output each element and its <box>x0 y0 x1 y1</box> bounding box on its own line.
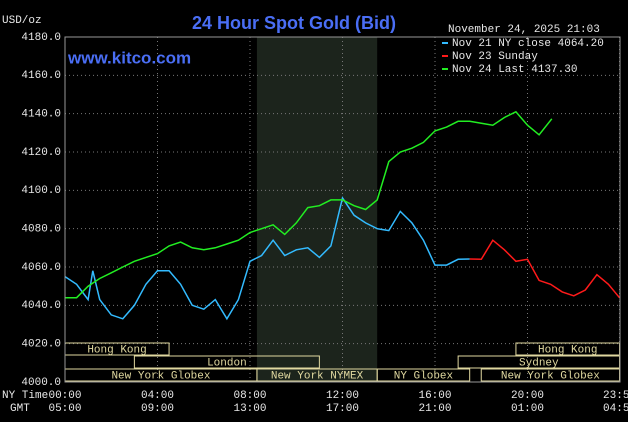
session-label: Hong Kong <box>538 344 597 356</box>
x2-tick-label: 05:00 <box>48 403 81 415</box>
x2-tick-label: 09:00 <box>141 403 174 415</box>
y-tick-label: 4000.0 <box>21 377 61 389</box>
x2-tick-label: 21:00 <box>418 403 451 415</box>
session-bar <box>376 368 471 382</box>
price-line <box>64 196 470 321</box>
session-label: NY Globex <box>394 370 454 382</box>
y-tick-label: 4060.0 <box>21 262 61 274</box>
session-shade <box>256 37 378 382</box>
session-label: New York NYMEX <box>271 370 364 382</box>
session-label: London <box>207 357 247 369</box>
timestamp: November 24, 2025 21:03 <box>448 24 600 36</box>
legend-label: Nov 21 NY close 4064.20 <box>452 38 604 50</box>
x-tick-label: 00:00 <box>48 390 81 402</box>
y-tick-label: 4160.0 <box>21 70 61 82</box>
x2-axis-label: GMT <box>10 403 30 415</box>
x-tick-label: 08:00 <box>233 390 266 402</box>
x2-tick-label: 01:00 <box>511 403 544 415</box>
session-label: Sydney <box>519 357 559 369</box>
x-tick-label: 04:00 <box>141 390 174 402</box>
shade-layer <box>256 37 378 382</box>
line-layer <box>64 110 621 321</box>
x2-tick-label: 04:59 <box>603 403 628 415</box>
legend-label: Nov 23 Sunday <box>452 51 538 63</box>
price-line <box>65 110 553 299</box>
x2-tick-label: 13:00 <box>233 403 266 415</box>
session-label: Hong Kong <box>87 344 146 356</box>
x-tick-label: 23:59 <box>603 390 628 402</box>
session-label: New York Globex <box>111 370 210 382</box>
x-tick-label: 16:00 <box>418 390 451 402</box>
x-axis-label: NY Time <box>2 390 48 402</box>
y-tick-label: 4120.0 <box>21 147 61 159</box>
session-label: New York Globex <box>501 370 600 382</box>
x-tick-label: 20:00 <box>511 390 544 402</box>
x-tick-label: 12:00 <box>326 390 359 402</box>
y-tick-label: 4180.0 <box>21 32 61 44</box>
y-tick-label: 4080.0 <box>21 224 61 236</box>
y-axis-label: USD/oz <box>2 15 42 27</box>
x2-tick-label: 17:00 <box>326 403 359 415</box>
y-tick-label: 4100.0 <box>21 185 61 197</box>
session-bar <box>133 355 320 369</box>
y-tick-label: 4020.0 <box>21 339 61 351</box>
y-tick-label: 4040.0 <box>21 300 61 312</box>
plot-frame <box>64 36 621 383</box>
price-line <box>469 239 621 299</box>
legend-label: Nov 24 Last 4137.30 <box>452 64 577 76</box>
chart-title: 24 Hour Spot Gold (Bid) <box>192 13 396 33</box>
site-label: www.kitco.com <box>67 48 191 67</box>
y-tick-label: 4140.0 <box>21 109 61 121</box>
